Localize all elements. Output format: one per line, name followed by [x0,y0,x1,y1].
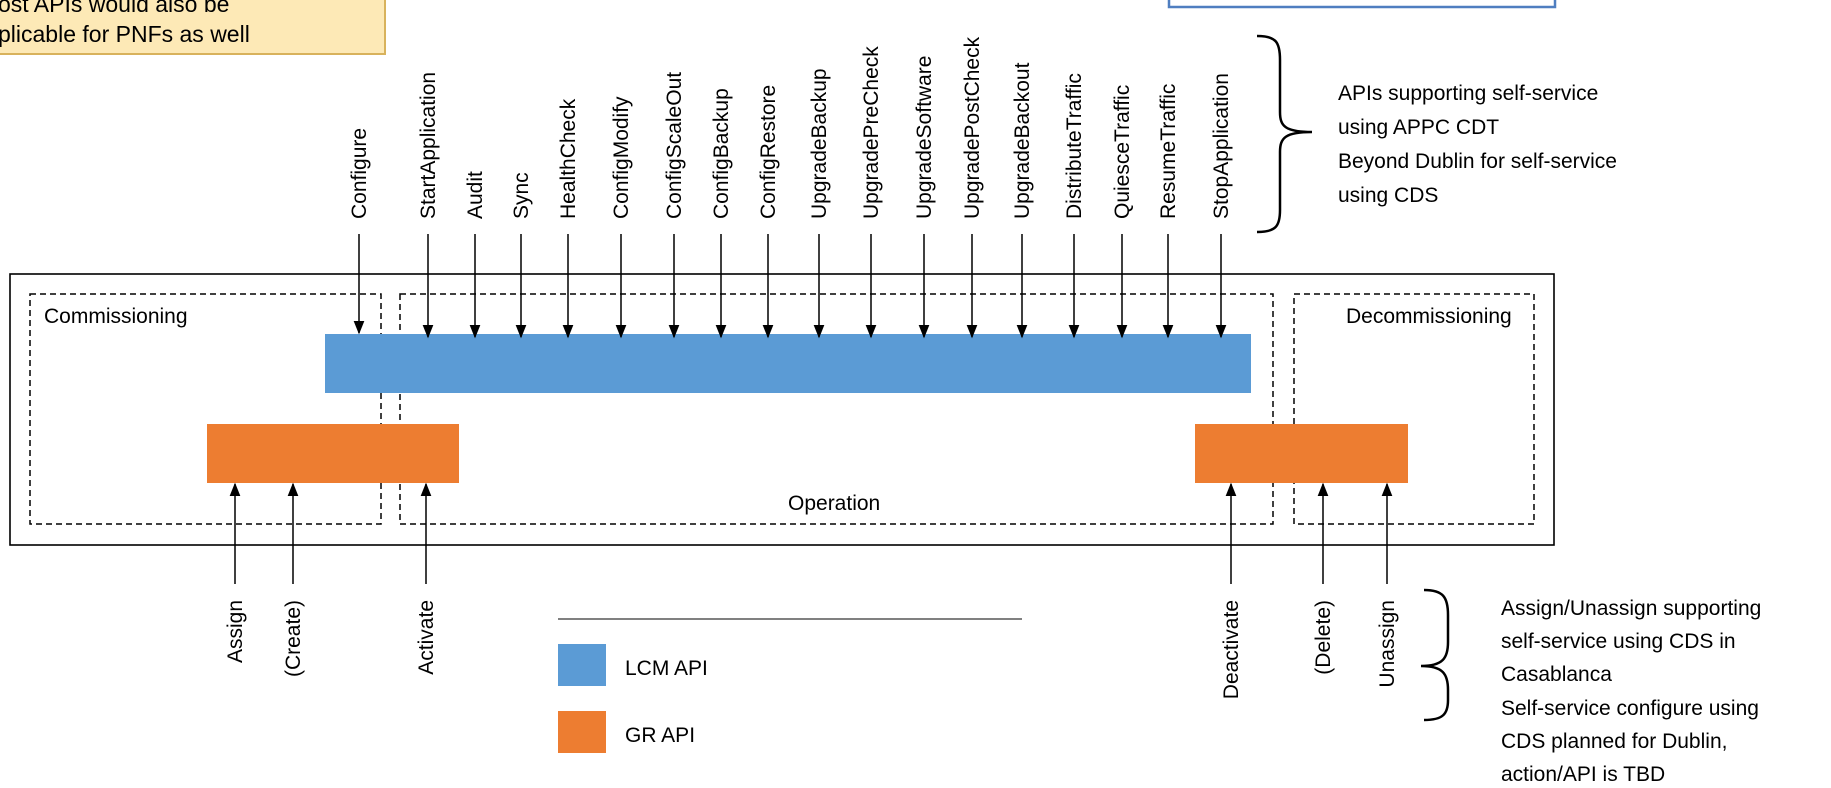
legend-lcm-label: LCM API [625,657,708,680]
decommissioning-label: Decommissioning [1346,305,1512,328]
legend-gr-swatch [558,711,606,753]
top-api-label-upgradebackout: UpgradeBackout [1011,62,1034,219]
bottom-brace [1420,588,1450,722]
top-note-line-4: using CDS [1338,184,1438,207]
top-note-line-2: using APPC CDT [1338,116,1499,139]
top-note-line-3: Beyond Dublin for self-service [1338,150,1617,173]
top-api-label-startapplication: StartApplication [417,72,440,219]
lcm-api-bar [325,334,1251,393]
top-api-labels: Configure StartApplication Audit Sync Health… [348,36,1233,219]
top-api-label-sync: Sync [510,172,533,219]
top-api-label-upgradesoftware: UpgradeSoftware [913,56,936,219]
bottom-note-line-3: Casablanca [1501,663,1612,686]
bottom-note-line-2: self-service using CDS in [1501,630,1736,653]
operation-label: Operation [788,492,880,515]
top-brace [1256,34,1313,234]
top-api-label-resumetraffic: ResumeTraffic [1157,84,1180,219]
note-box [0,0,386,55]
top-note-line-1: APIs supporting self-service [1338,82,1598,105]
lifecycle-frame [9,273,1555,546]
gr-api-bar-left [207,424,459,483]
bottom-api-label-unassign: Unassign [1376,600,1399,688]
bottom-note-line-4: Self-service configure using [1501,697,1759,720]
decommissioning-box [1293,293,1535,525]
top-api-label-configmodify: ConfigModify [610,96,633,219]
bottom-api-label-deactivate: Deactivate [1220,600,1243,699]
note-line-2: plicable for PNFs as well [0,21,250,47]
legend-gr-label: GR API [625,724,695,747]
top-api-label-configscaleout: ConfigScaleOut [663,72,686,219]
operation-box [399,293,1274,525]
top-api-label-configrestore: ConfigRestore [757,85,780,219]
top-api-label-stopapplication: StopApplication [1210,73,1233,219]
info-box [1167,0,1557,9]
bottom-api-label-delete: (Delete) [1312,600,1335,675]
top-api-label-configbackup: ConfigBackup [710,88,733,219]
commissioning-box [29,293,382,525]
bottom-note-line-6: action/API is TBD [1501,763,1665,786]
top-api-label-healthcheck: HealthCheck [557,98,580,219]
top-api-label-distributetraffic: DistributeTraffic [1063,73,1086,219]
top-api-label-upgradeprecheck: UpgradePreCheck [860,46,883,219]
bottom-api-arrows [229,482,1393,584]
top-api-arrows [353,234,1227,339]
top-api-label-upgradepostcheck: UpgradePostCheck [961,36,984,219]
top-api-label-upgradebackup: UpgradeBackup [808,68,831,219]
bottom-api-label-assign: Assign [224,600,247,663]
top-api-label-audit: Audit [464,171,487,219]
bottom-note-line-1: Assign/Unassign supporting [1501,597,1761,620]
bottom-api-label-activate: Activate [415,600,438,675]
bottom-api-label-create: (Create) [282,600,305,677]
legend-lcm-swatch [558,644,606,686]
bottom-api-labels: Assign (Create) Activate Deactivate (Delete)… [224,600,1399,699]
top-api-label-configure: Configure [348,128,371,219]
bottom-note-line-5: CDS planned for Dublin, [1501,730,1727,753]
commissioning-label: Commissioning [44,305,188,328]
top-api-label-quiescetraffic: QuiesceTraffic [1111,85,1134,219]
note-line-1: ost APIs would also be [0,0,229,17]
gr-api-bar-right [1195,424,1408,483]
